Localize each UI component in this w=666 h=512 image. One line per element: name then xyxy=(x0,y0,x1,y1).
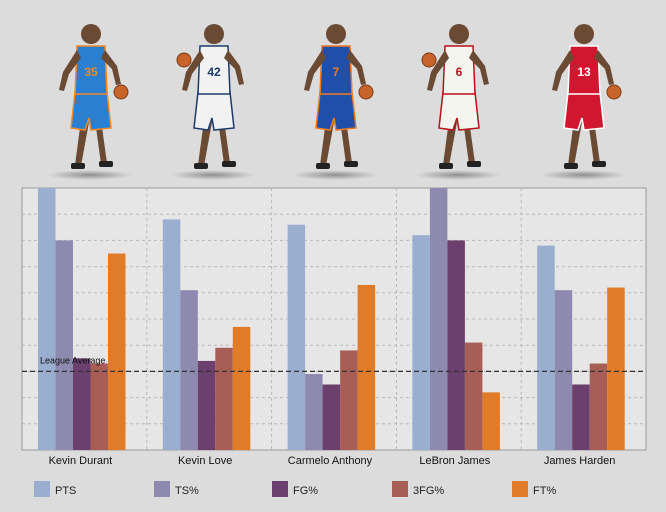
legend-swatch xyxy=(512,481,528,497)
bar-ft-4 xyxy=(607,287,625,450)
legend-swatch xyxy=(34,481,50,497)
category-label: LeBron James xyxy=(419,455,490,467)
svg-text:13: 13 xyxy=(577,65,591,79)
bar-fg-1 xyxy=(197,360,216,450)
legend-swatch xyxy=(392,481,408,497)
bar-pts-2 xyxy=(287,224,306,450)
legend-label: FT% xyxy=(533,485,556,497)
category-label: James Harden xyxy=(544,455,616,467)
player-figure: 6 xyxy=(403,0,513,186)
legend-item-ft: FT% xyxy=(512,481,556,497)
category-label: Kevin Durant xyxy=(49,455,113,467)
bar-ft-1 xyxy=(232,326,251,450)
bar-pts-4 xyxy=(537,245,555,450)
legend-label: 3FG% xyxy=(413,485,444,497)
player-images: 35 42 7 6 13 xyxy=(0,0,666,186)
bar-ts-2 xyxy=(305,374,323,450)
bar-fg-4 xyxy=(572,384,590,450)
bar-ft-2 xyxy=(357,284,376,450)
bar-fg-2 xyxy=(322,384,341,450)
legend-label: PTS xyxy=(55,485,76,497)
player-figure: 35 xyxy=(35,0,145,186)
legend-item-ts: TS% xyxy=(154,481,199,497)
bar-3fg-0 xyxy=(90,363,108,450)
player-figure: 13 xyxy=(528,0,638,186)
player-silhouette: 35 xyxy=(59,24,129,169)
player-silhouette: 13 xyxy=(552,24,622,169)
bar-pts-0 xyxy=(38,188,56,450)
legend-label: TS% xyxy=(175,485,199,497)
league-average-label: League Average xyxy=(40,355,105,365)
bar-3fg-1 xyxy=(215,347,233,450)
category-label: Carmelo Anthony xyxy=(288,455,373,467)
svg-text:35: 35 xyxy=(84,65,98,79)
bar-pts-3 xyxy=(412,235,430,450)
bar-ts-0 xyxy=(55,240,73,450)
bar-ft-3 xyxy=(482,392,500,450)
legend-item-fg: FG% xyxy=(272,481,318,497)
bar-3fg-3 xyxy=(464,342,483,450)
bar-3fg-2 xyxy=(340,350,358,450)
legend-item-3fg: 3FG% xyxy=(392,481,444,497)
player-silhouette: 42 xyxy=(176,24,244,169)
bar-ft-0 xyxy=(108,253,126,450)
bar-ts-3 xyxy=(429,188,448,450)
legend-item-pts: PTS xyxy=(34,481,76,497)
player-silhouette: 6 xyxy=(421,24,489,169)
bar-ts-4 xyxy=(554,290,573,450)
svg-text:6: 6 xyxy=(456,65,463,79)
player-figure: 42 xyxy=(158,0,268,186)
bar-ts-1 xyxy=(180,290,198,450)
bar-pts-1 xyxy=(162,219,181,450)
category-label: Kevin Love xyxy=(178,455,232,467)
legend-swatch xyxy=(272,481,288,497)
legend-swatch xyxy=(154,481,170,497)
svg-text:7: 7 xyxy=(333,65,340,79)
bar-fg-0 xyxy=(73,358,91,450)
bar-chart: Kevin Durant Kevin Love Carmelo Anthony LeB… xyxy=(21,187,647,497)
bar-3fg-4 xyxy=(589,363,608,450)
legend-label: FG% xyxy=(293,485,318,497)
player-figure: 7 xyxy=(280,0,390,186)
svg-text:42: 42 xyxy=(207,65,221,79)
bar-fg-3 xyxy=(447,240,465,450)
player-silhouette: 7 xyxy=(304,24,374,169)
